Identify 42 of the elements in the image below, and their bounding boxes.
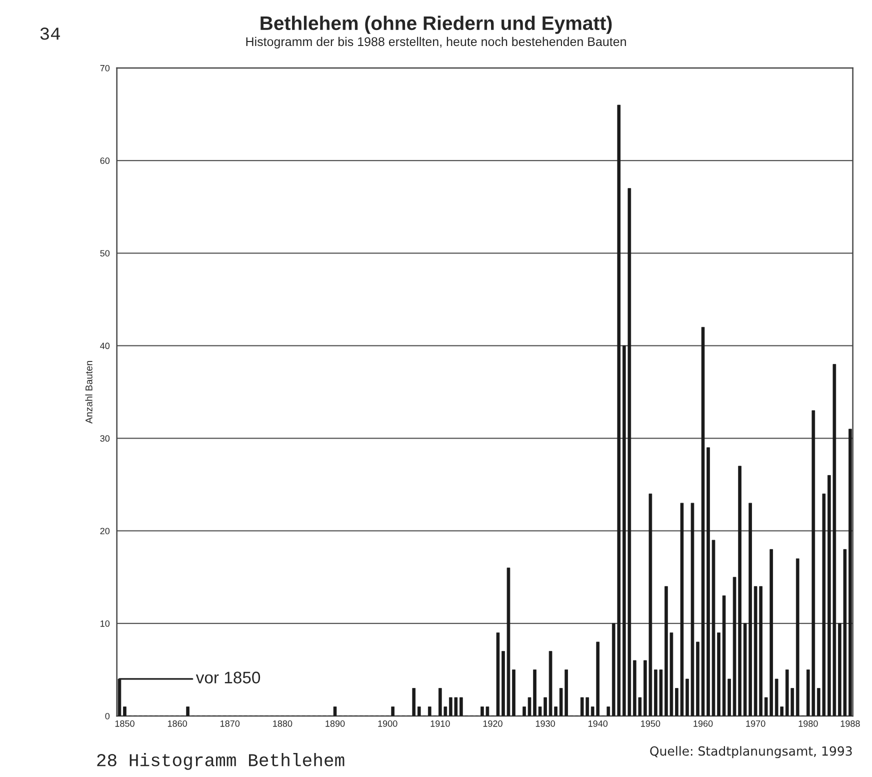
x-tick-label: 1980 [798, 720, 818, 727]
text: 34 [40, 28, 60, 40]
bar [606, 706, 610, 716]
y-tick-label: 60 [100, 158, 110, 164]
x-tick-label: 1880 [273, 720, 292, 727]
bar [333, 706, 337, 716]
bar [391, 706, 394, 716]
bar [460, 697, 463, 716]
bar [186, 706, 190, 716]
y-tick-label: 10 [100, 620, 110, 627]
x-tick-label: 1988 [840, 720, 860, 727]
annotation: vor 1850 [196, 672, 260, 684]
y-axis-title: Anzahl Bauten [85, 361, 92, 424]
x-tick-label: 1870 [220, 720, 240, 727]
x-tick-label: 1920 [483, 720, 502, 727]
bar [412, 688, 416, 716]
x-tick-label: 1930 [536, 720, 555, 727]
bar [417, 706, 421, 716]
y-tick-label: 70 [100, 64, 110, 72]
x-tick-label: 1960 [694, 720, 713, 727]
x-tick-label: 1950 [641, 720, 660, 727]
x-tick-label: 1860 [168, 720, 187, 727]
y-tick-label: 40 [100, 342, 110, 350]
y-tick-label: 20 [100, 528, 110, 534]
x-tick-label: 1890 [326, 720, 345, 727]
x-tick-label: 1940 [588, 720, 608, 727]
source-note: Quelle: Stadtplanungsamt, 1993 [650, 746, 852, 758]
bar [796, 558, 800, 716]
y-tick-label: 30 [100, 435, 110, 442]
x-tick-label: 1850 [115, 720, 134, 727]
x-tick-label: 1970 [746, 720, 766, 727]
chart-title: Bethlehem (ohne Riedern und Eymatt) [260, 16, 612, 34]
bar [496, 632, 500, 716]
x-tick-label: 1900 [378, 720, 398, 727]
x-tick-label: 1910 [430, 720, 450, 727]
y-tick-label: 50 [100, 250, 110, 256]
bar [848, 428, 852, 716]
y-tick-label: 0 [105, 712, 110, 720]
bar [428, 706, 432, 716]
bar [123, 706, 126, 716]
text: 28 Histogramm Bethlehem [97, 753, 344, 770]
chart-subtitle: Histogramm der bis 1988 erstellten, heute noch bestehenden Bauten [246, 36, 626, 49]
